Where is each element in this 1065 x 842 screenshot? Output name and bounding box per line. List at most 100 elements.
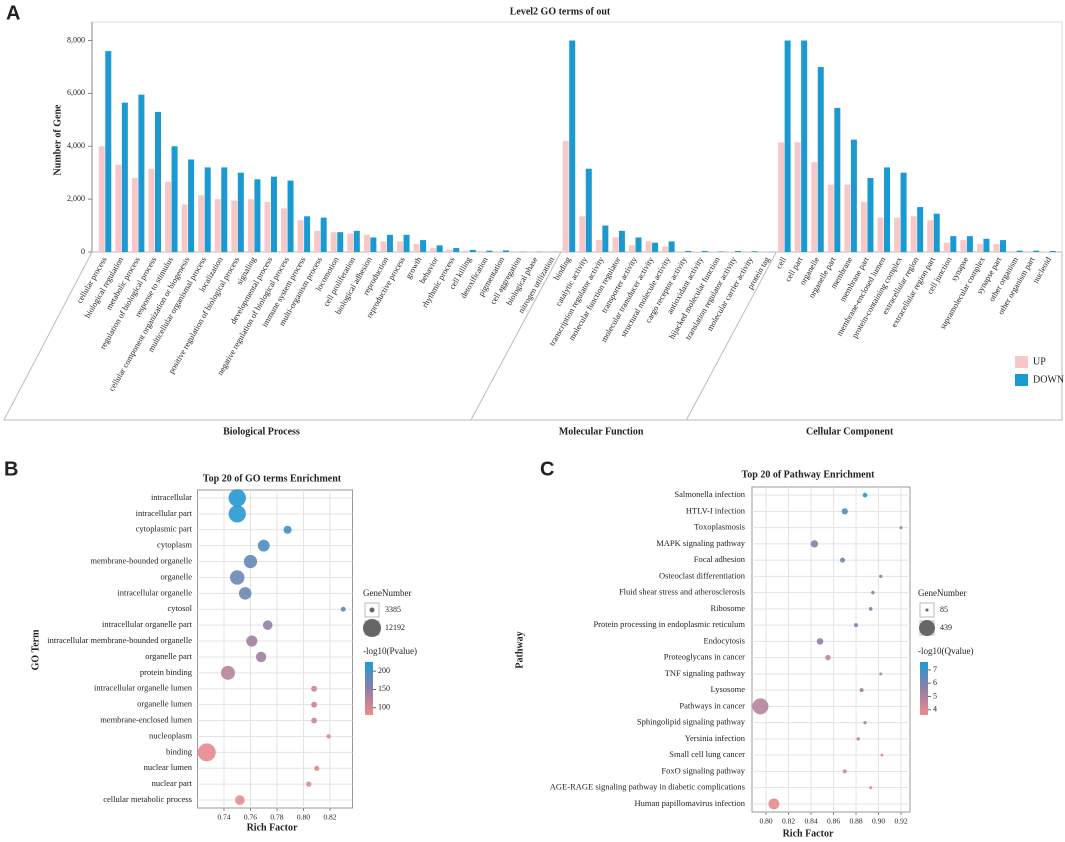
bar <box>701 250 708 252</box>
bar <box>662 246 669 252</box>
chart-title: Level2 GO terms of out <box>510 6 611 17</box>
x-tick-label: 0.80 <box>297 813 310 822</box>
x-axis-label: Rich Factor <box>783 828 834 839</box>
bubble <box>311 701 318 708</box>
legend-label: 3385 <box>385 605 401 614</box>
bar <box>1000 240 1007 252</box>
bar <box>1010 251 1017 252</box>
bar <box>585 168 592 252</box>
bar <box>148 168 155 252</box>
bar <box>330 232 337 252</box>
colorbar-label: 5 <box>933 691 937 700</box>
bar <box>784 40 791 252</box>
bar <box>304 216 311 252</box>
y-tick-label: nuclear part <box>152 778 193 788</box>
x-tick-label: 0.88 <box>849 817 862 826</box>
bar <box>983 238 990 252</box>
bar <box>397 241 404 252</box>
bubble <box>262 620 273 630</box>
bubble <box>839 557 846 563</box>
bar <box>877 217 884 252</box>
bubble <box>228 505 246 523</box>
y-tick-label: Human papillomavirus infection <box>635 798 746 808</box>
y-tick-label: Sphingolipid signaling pathway <box>637 717 746 727</box>
y-tick-label: MAPK signaling pathway <box>656 538 746 548</box>
bar <box>353 230 360 252</box>
legend-bubble <box>363 619 381 637</box>
bar <box>105 51 112 252</box>
bar <box>214 199 221 252</box>
bar <box>976 244 983 252</box>
legend-box <box>919 602 935 618</box>
bar <box>198 195 205 252</box>
legend-label: DOWN <box>1033 374 1064 385</box>
bar <box>231 200 238 252</box>
y-tick-label: HTLV-I infection <box>686 505 746 515</box>
y-tick-label: Proteoglycans in cancer <box>664 652 745 662</box>
panel-letter: A <box>6 2 20 24</box>
colorbar <box>365 662 373 715</box>
colorbar-label: 6 <box>933 678 937 687</box>
y-tick-label: cellular metabolic process <box>103 794 192 804</box>
bubble <box>862 492 868 498</box>
x-tick-label: 0.86 <box>827 817 840 826</box>
bar <box>695 251 702 252</box>
x-tick-label: 0.76 <box>244 813 257 822</box>
y-tick-label: 0 <box>81 247 85 256</box>
bar <box>463 250 470 252</box>
bar <box>165 181 172 252</box>
x-tick-label: 0.82 <box>782 817 795 826</box>
y-tick-label: Fluid shear stress and atherosclerosis <box>619 587 745 597</box>
bar <box>734 250 741 252</box>
bar <box>728 251 735 252</box>
legend-label: 12192 <box>385 623 405 632</box>
bar <box>850 139 857 252</box>
bar <box>181 204 188 252</box>
bubble <box>825 654 831 661</box>
legend-label: 85 <box>940 605 948 614</box>
bar <box>138 94 145 253</box>
bubble <box>283 525 292 534</box>
bubble <box>816 638 824 645</box>
bubble <box>810 540 819 548</box>
bubble <box>869 786 873 790</box>
y-tick-label: AGE-RAGE signaling pathway in diabetic c… <box>550 782 745 792</box>
y-axis-label: Number of Gene <box>52 104 63 175</box>
colorbar <box>920 662 928 715</box>
legend-swatch <box>1015 356 1028 368</box>
bar <box>562 140 569 252</box>
bar <box>993 244 1000 252</box>
bar <box>1049 250 1056 252</box>
bar <box>287 180 294 252</box>
bubble <box>235 795 245 805</box>
bar <box>827 184 834 252</box>
bubble <box>841 508 848 515</box>
bar <box>496 251 503 252</box>
colorbar-label: 150 <box>378 684 390 693</box>
y-tick-label: membrane-bounded organelle <box>90 556 192 566</box>
y-tick-label: Ribosome <box>711 603 746 613</box>
bar <box>154 111 161 252</box>
y-tick-label: organelle part <box>145 651 192 661</box>
bar <box>420 240 427 252</box>
x-axis-label: Rich Factor <box>247 822 298 833</box>
bar <box>403 234 410 252</box>
y-tick-label: organelle lumen <box>137 699 193 709</box>
bar <box>801 40 808 252</box>
bar <box>927 220 934 252</box>
bar <box>718 251 725 252</box>
y-tick-label: intracellular <box>151 492 192 502</box>
bar <box>834 107 841 252</box>
bar <box>811 162 818 252</box>
bubble <box>752 698 769 715</box>
bar <box>469 249 476 252</box>
bar <box>867 177 874 252</box>
x-tick-label: 0.84 <box>804 817 817 826</box>
bar <box>794 142 801 252</box>
bubble <box>768 798 780 810</box>
panel-letter: C <box>540 458 554 480</box>
y-tick-label: cytosol <box>167 603 192 613</box>
bubble <box>314 765 320 771</box>
bar <box>436 245 443 252</box>
bar <box>933 213 940 252</box>
